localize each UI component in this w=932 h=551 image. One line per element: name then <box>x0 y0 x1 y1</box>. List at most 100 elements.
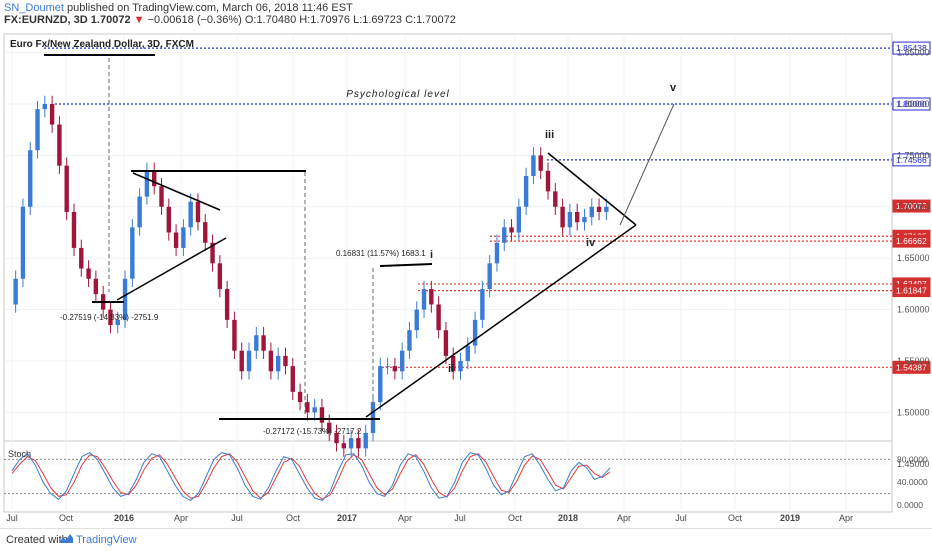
symbol-line: FX:EURNZD, 3D 1.70072 ▼ −0.00618 (−0.36%… <box>4 14 456 26</box>
stoch-tick-label: 0.0000 <box>897 500 923 510</box>
time-tick-label: 2019 <box>780 513 800 523</box>
candle-body <box>203 222 208 243</box>
stoch-tick-label: 40.0000 <box>897 477 928 487</box>
candle-body <box>429 289 434 305</box>
time-tick-label: Oct <box>286 513 301 523</box>
candle-body <box>137 196 142 228</box>
candle-body <box>516 206 522 233</box>
candle-body <box>217 263 223 290</box>
candle-body <box>283 355 288 367</box>
price-tick-label: 1.60000 <box>897 305 930 315</box>
candle-body <box>35 109 40 151</box>
candle-body <box>57 124 62 166</box>
candle-body <box>28 150 33 207</box>
drawing-line <box>619 103 675 226</box>
candle-body <box>523 175 529 207</box>
candle-body <box>49 104 55 125</box>
candle-body <box>465 345 470 361</box>
candle-body <box>451 355 456 372</box>
time-tick-label: 2018 <box>558 513 578 523</box>
candle-body <box>20 206 26 279</box>
publish-line: SN_Doumet published on TradingView.com, … <box>4 2 353 14</box>
candle-body <box>232 319 237 351</box>
last-price: 1.70072 <box>90 14 131 26</box>
brand-link[interactable]: TradingView <box>76 534 137 546</box>
author-link[interactable]: SN_Doumet <box>4 2 64 14</box>
candle-body <box>436 304 441 331</box>
candle-body <box>224 289 230 320</box>
candle-body <box>509 227 514 233</box>
time-tick-label: Jul <box>454 513 466 523</box>
symbol-label: FX:EURNZD, 3D <box>4 14 88 26</box>
drawing-line <box>547 152 637 226</box>
time-tick-label: 2017 <box>337 513 357 523</box>
stoch-pane: 80.0000 40.0000 0.0000 <box>4 451 928 510</box>
candle-body <box>399 350 405 372</box>
price-axis[interactable]: 1.85000 1.80000 1.75000 1.70000 1.65000 1.600… <box>897 48 930 469</box>
candle-body <box>181 227 186 248</box>
candle-body <box>502 227 507 243</box>
time-tick-label: Oct <box>59 513 74 523</box>
candle-body <box>159 186 164 207</box>
price-tick-label: 1.70000 <box>897 202 930 212</box>
candle-body <box>480 289 485 320</box>
candle-body <box>239 350 244 372</box>
published-info: published on TradingView.com, March 06, … <box>66 2 353 14</box>
level-badge <box>892 97 931 111</box>
candle-body <box>538 155 543 171</box>
candle-body <box>93 278 99 295</box>
grid <box>4 34 892 512</box>
level-label: 1.85438 <box>896 43 927 53</box>
drawing-line <box>116 237 227 301</box>
candle-body <box>414 309 419 331</box>
annotation-text: iv <box>586 237 596 249</box>
annotation-text: 0.16831 (11.57%) 1683.1 <box>336 249 426 258</box>
candle-body <box>13 278 18 305</box>
level-badge <box>892 360 931 374</box>
annotation-text: ii <box>448 363 454 375</box>
candle-body <box>79 247 84 269</box>
candle-body <box>195 201 201 223</box>
candle-body <box>261 335 266 351</box>
time-tick-label: Jul <box>675 513 687 523</box>
candle-body <box>348 438 354 449</box>
price-tick-label: 1.75000 <box>897 150 930 160</box>
candle-body <box>421 289 427 310</box>
level-badge <box>892 199 931 213</box>
price-tick-label: 1.80000 <box>897 99 930 109</box>
level-badge <box>892 153 931 167</box>
level-label: 1.61847 <box>896 286 927 296</box>
candle-body <box>567 211 573 228</box>
level-badge <box>892 284 931 298</box>
candle-body <box>71 211 77 248</box>
candle-body <box>275 355 281 372</box>
candle-body <box>574 211 580 223</box>
candle-body <box>254 335 259 351</box>
time-tick-label: Apr <box>398 513 412 523</box>
candle-body <box>596 206 602 212</box>
candle-body <box>210 242 215 264</box>
level-label: 1.74566 <box>896 155 927 165</box>
time-axis[interactable]: Jul Oct 2016 Apr Jul Oct 2017 Apr Jul Oct 2018 Apr J… <box>6 513 853 523</box>
level-label: 1.62497 <box>896 279 927 289</box>
candle-body <box>297 391 303 403</box>
level-badge <box>892 41 931 55</box>
candle-body <box>152 170 157 187</box>
chart-frame <box>3 33 893 513</box>
stoch-label: Stoch <box>8 449 31 459</box>
candle-body <box>370 402 376 433</box>
candle-body <box>604 206 609 212</box>
trend-drawings <box>44 54 675 420</box>
time-tick-label: Jul <box>231 513 243 523</box>
candle-body <box>188 201 193 228</box>
price-tick-label: 1.85000 <box>897 48 930 58</box>
candle-body <box>341 443 347 449</box>
candle-body <box>319 407 325 423</box>
candle-body <box>378 366 383 403</box>
time-tick-label: Apr <box>839 513 853 523</box>
annotations: Psychological level -0.27519 (-14.83%) -2… <box>60 82 677 436</box>
drawing-line <box>365 224 637 418</box>
chart-svg[interactable]: 1.854381.800001.745661.700721.671351.666… <box>0 0 932 528</box>
price-tick-label: 1.50000 <box>897 407 930 417</box>
level-badge <box>892 234 931 248</box>
